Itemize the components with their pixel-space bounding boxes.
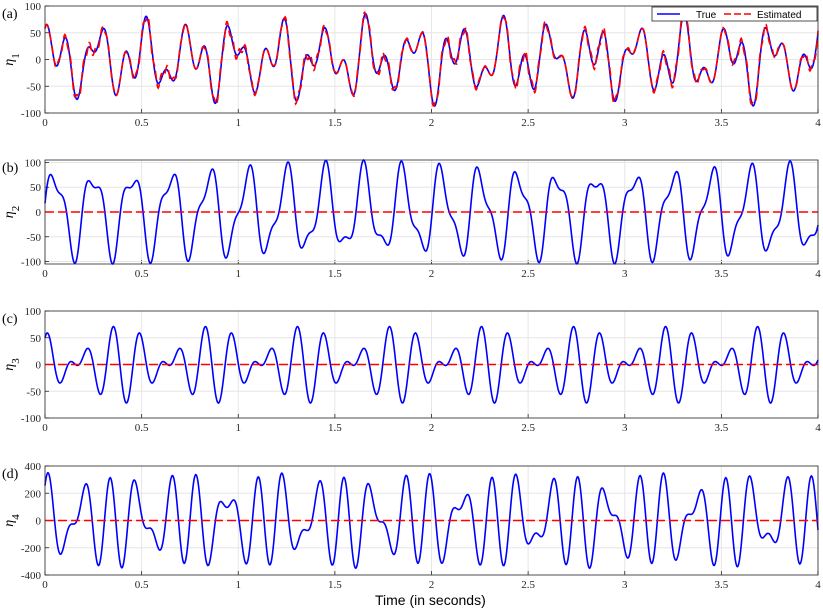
y-tick-label-d-2: 0	[36, 516, 42, 528]
y-tick-label-c-3: 50	[30, 333, 42, 345]
y-axis-label-b: η2	[2, 206, 22, 218]
x-tick-label-b-1: 0.5	[135, 268, 149, 280]
axes-box-b	[44, 159, 819, 265]
x-tick-label-a-5: 2.5	[521, 117, 535, 129]
y-tick-label-c-0: -100	[21, 413, 42, 425]
x-tick-label-b-2: 1	[236, 268, 242, 280]
x-tick-label-c-4: 2	[429, 422, 435, 434]
x-tick-label-d-1: 0.5	[135, 579, 149, 591]
x-tick-label-b-0: 0	[42, 268, 48, 280]
series-true-line-d	[44, 471, 819, 570]
y-axis-label-c: η3	[2, 358, 22, 371]
y-axis-label-d: η4	[2, 514, 22, 527]
x-tick-label-a-3: 1.5	[328, 117, 342, 129]
x-tick-label-c-6: 3	[622, 422, 628, 434]
y-tick-label-a-3: 50	[30, 28, 42, 40]
y-tick-label-a-4: 100	[25, 1, 42, 13]
panel-label-d: (d)	[2, 467, 19, 482]
x-tick-label-a-4: 2	[429, 117, 435, 129]
x-tick-label-d-2: 1	[236, 579, 242, 591]
y-tick-label-a-2: 0	[36, 55, 42, 67]
panel-label-a: (a)	[2, 7, 18, 22]
x-tick-label-b-4: 2	[429, 268, 435, 280]
y-tick-label-b-3: 50	[30, 182, 42, 194]
series-estimated-line-a	[44, 11, 819, 107]
y-tick-label-c-4: 100	[25, 306, 42, 318]
y-tick-label-b-2: 0	[36, 207, 42, 219]
x-tick-label-a-8: 4	[815, 117, 821, 129]
y-tick-label-d-3: 200	[25, 488, 42, 500]
series-true-line-c	[44, 325, 819, 404]
x-tick-label-d-6: 3	[622, 579, 628, 591]
x-tick-label-d-0: 0	[42, 579, 48, 591]
x-tick-label-a-6: 3	[622, 117, 628, 129]
x-tick-label-c-2: 1	[236, 422, 242, 434]
x-tick-label-b-7: 3.5	[715, 268, 729, 280]
x-tick-label-c-0: 0	[42, 422, 48, 434]
x-tick-label-d-4: 2	[429, 579, 435, 591]
x-tick-label-c-3: 1.5	[328, 422, 342, 434]
x-tick-label-a-1: 0.5	[135, 117, 149, 129]
legend-estimated-label: Estimated	[757, 10, 801, 21]
x-tick-label-a-0: 0	[42, 117, 48, 129]
axes-box-d	[44, 465, 819, 576]
x-tick-label-c-1: 0.5	[135, 422, 149, 434]
panel-label-c: (c)	[2, 312, 18, 327]
y-tick-label-d-0: -400	[21, 570, 42, 582]
y-tick-label-c-1: -50	[26, 386, 41, 398]
axes-box-c	[44, 310, 819, 419]
x-tick-label-d-7: 3.5	[715, 579, 729, 591]
y-tick-label-d-4: 400	[25, 461, 42, 473]
y-tick-label-c-2: 0	[36, 360, 42, 372]
y-tick-label-a-1: -50	[26, 81, 41, 93]
x-tick-label-d-3: 1.5	[328, 579, 342, 591]
axes-box-a	[44, 5, 819, 114]
x-axis-label: Time (in seconds)	[375, 592, 486, 608]
x-tick-label-c-7: 3.5	[715, 422, 729, 434]
x-tick-label-d-8: 4	[815, 579, 821, 591]
y-tick-label-b-4: 100	[25, 157, 42, 169]
series-true-line-b	[44, 159, 819, 265]
panel-label-b: (b)	[2, 161, 19, 176]
x-tick-label-a-2: 1	[236, 117, 242, 129]
x-tick-label-b-8: 4	[815, 268, 821, 280]
x-tick-label-d-5: 2.5	[521, 579, 535, 591]
x-tick-label-b-5: 2.5	[521, 268, 535, 280]
x-tick-label-c-5: 2.5	[521, 422, 535, 434]
y-tick-label-b-0: -100	[21, 257, 42, 269]
y-tick-label-b-1: -50	[26, 232, 41, 244]
x-tick-label-b-6: 3	[622, 268, 628, 280]
x-tick-label-b-3: 1.5	[328, 268, 342, 280]
x-tick-label-c-8: 4	[815, 422, 821, 434]
y-tick-label-d-1: -200	[21, 543, 42, 555]
legend-true-label: True	[696, 10, 717, 21]
x-tick-label-a-7: 3.5	[715, 117, 729, 129]
y-tick-label-a-0: -100	[21, 108, 42, 120]
y-axis-label-a: η1	[2, 53, 22, 65]
